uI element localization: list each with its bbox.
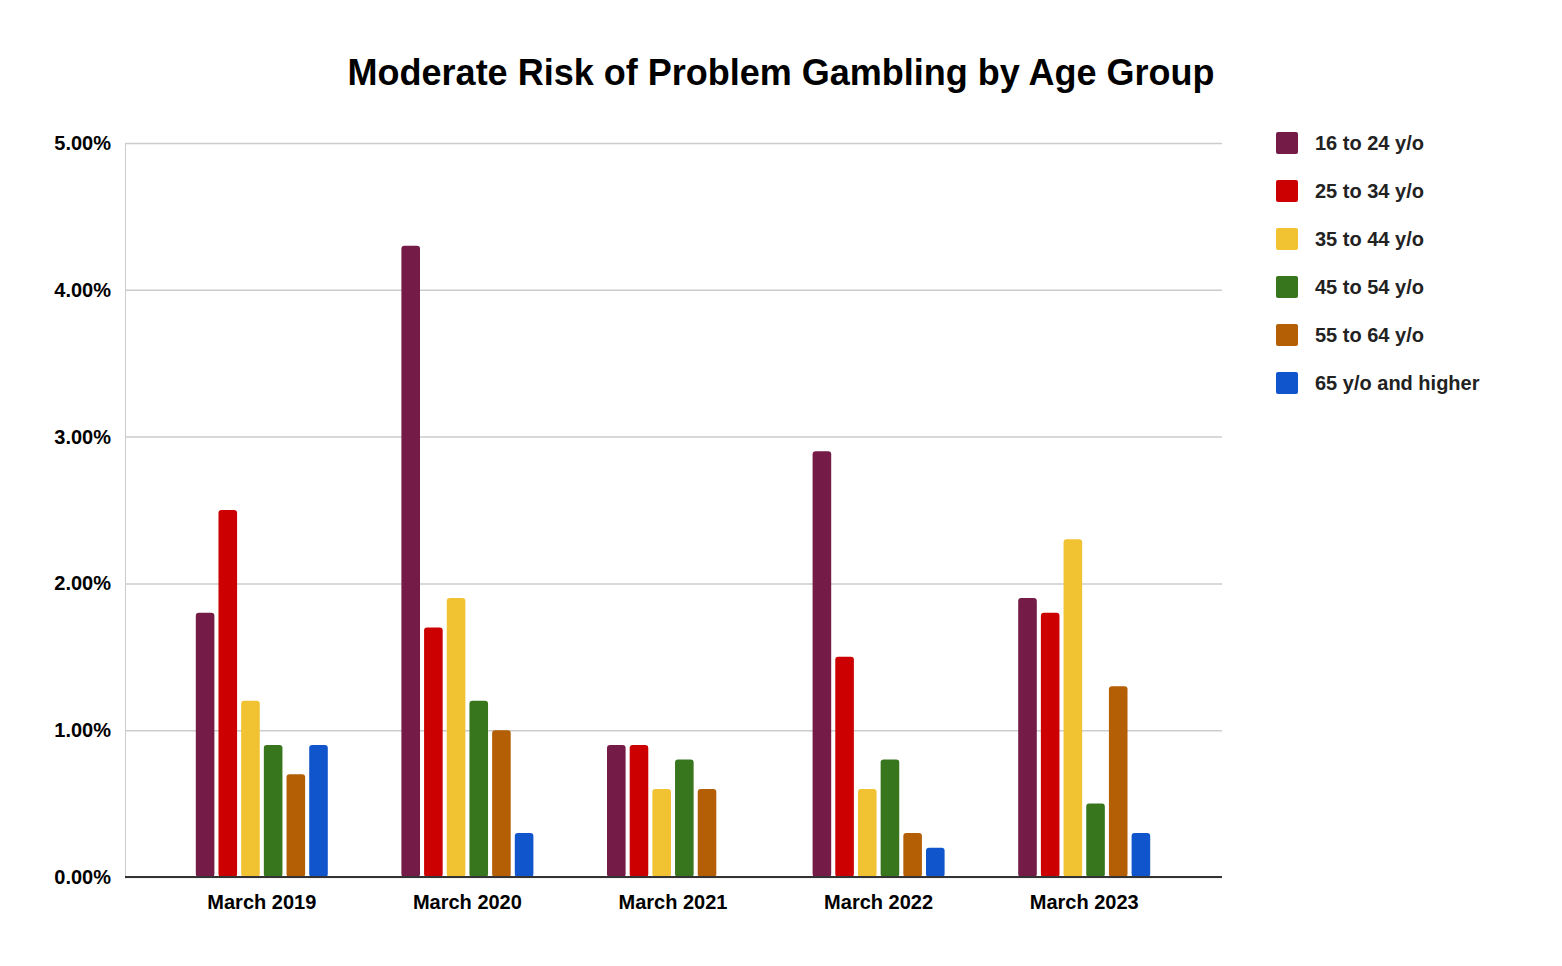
- y-axis: 0.00% 1.00% 2.00% 3.00% 4.00% 5.00%: [54, 132, 1222, 888]
- legend-swatch: [1276, 276, 1298, 298]
- grid-line: [125, 290, 1222, 292]
- y-tick-label: 5.00%: [54, 132, 111, 154]
- x-tick: March 2021: [619, 891, 728, 913]
- x-tick-label: March 2020: [413, 891, 522, 913]
- legend-swatch: [1276, 180, 1298, 202]
- bar: [309, 745, 328, 877]
- bar: [675, 760, 694, 877]
- legend-label: 35 to 44 y/o: [1315, 228, 1424, 250]
- legend-label: 25 to 34 y/o: [1315, 180, 1424, 202]
- bar: [492, 730, 511, 877]
- bar: [515, 833, 534, 877]
- x-axis-line: [125, 876, 1222, 878]
- bar: [1041, 613, 1060, 877]
- bar: [835, 657, 854, 877]
- x-tick: March 2019: [207, 891, 316, 913]
- bar: [881, 760, 900, 877]
- grid-line: [125, 877, 1222, 879]
- bar: [607, 745, 626, 877]
- bar: [424, 627, 443, 877]
- y-tick-label: 0.00%: [54, 866, 111, 888]
- bar: [1064, 539, 1083, 877]
- x-axis: March 2019 March 2020 March 2021 March 2022…: [125, 877, 1222, 913]
- y-axis-line: [126, 144, 1223, 878]
- legend: 16 to 24 y/o 25 to 34 y/o 35 to 44 y/o 45 t…: [1276, 132, 1480, 394]
- x-tick-label: March 2021: [619, 891, 728, 913]
- grid-line: [125, 436, 1222, 438]
- bar: [652, 789, 671, 877]
- legend-swatch: [1276, 228, 1298, 250]
- bar: [1018, 598, 1037, 877]
- bar: [196, 613, 215, 877]
- bar: [401, 246, 420, 877]
- x-tick-label: March 2022: [824, 891, 933, 913]
- x-tick: March 2022: [824, 891, 933, 913]
- legend-swatch: [1276, 372, 1298, 394]
- y-tick-label: 2.00%: [54, 572, 111, 594]
- bar: [903, 833, 922, 877]
- title: Moderate Risk of Problem Gambling by Age…: [348, 52, 1215, 93]
- bar: [218, 510, 237, 877]
- legend-swatch: [1276, 324, 1298, 346]
- bar: [1109, 686, 1128, 877]
- bar: [264, 745, 283, 877]
- bar: [1132, 833, 1151, 877]
- y-tick: 4.00%: [54, 279, 1222, 301]
- bar: [630, 745, 649, 877]
- y-tick-label: 3.00%: [54, 426, 111, 448]
- chart: Moderate Risk of Problem Gambling by Age…: [0, 0, 1562, 966]
- bar: [813, 451, 832, 877]
- legend-label: 16 to 24 y/o: [1315, 132, 1424, 154]
- grid-line: [125, 143, 1222, 145]
- bar: [469, 701, 488, 877]
- grid-line: [125, 583, 1222, 585]
- y-tick: 3.00%: [54, 426, 1222, 448]
- x-tick: March 2023: [1030, 891, 1139, 913]
- x-tick-label: March 2019: [207, 891, 316, 913]
- x-tick: March 2020: [413, 891, 522, 913]
- bar: [447, 598, 466, 877]
- bar: [287, 774, 306, 877]
- bars: [196, 246, 1150, 877]
- bar: [926, 848, 945, 877]
- bar: [1086, 804, 1105, 877]
- y-tick-label: 1.00%: [54, 719, 111, 741]
- x-tick-label: March 2023: [1030, 891, 1139, 913]
- y-tick: 5.00%: [54, 132, 1222, 154]
- bar: [241, 701, 260, 877]
- legend-label: 55 to 64 y/o: [1315, 324, 1424, 346]
- bar: [858, 789, 877, 877]
- legend-label: 45 to 54 y/o: [1315, 276, 1424, 298]
- y-tick-label: 4.00%: [54, 279, 111, 301]
- bar: [698, 789, 717, 877]
- legend-swatch: [1276, 132, 1298, 154]
- legend-label: 65 y/o and higher: [1315, 372, 1480, 394]
